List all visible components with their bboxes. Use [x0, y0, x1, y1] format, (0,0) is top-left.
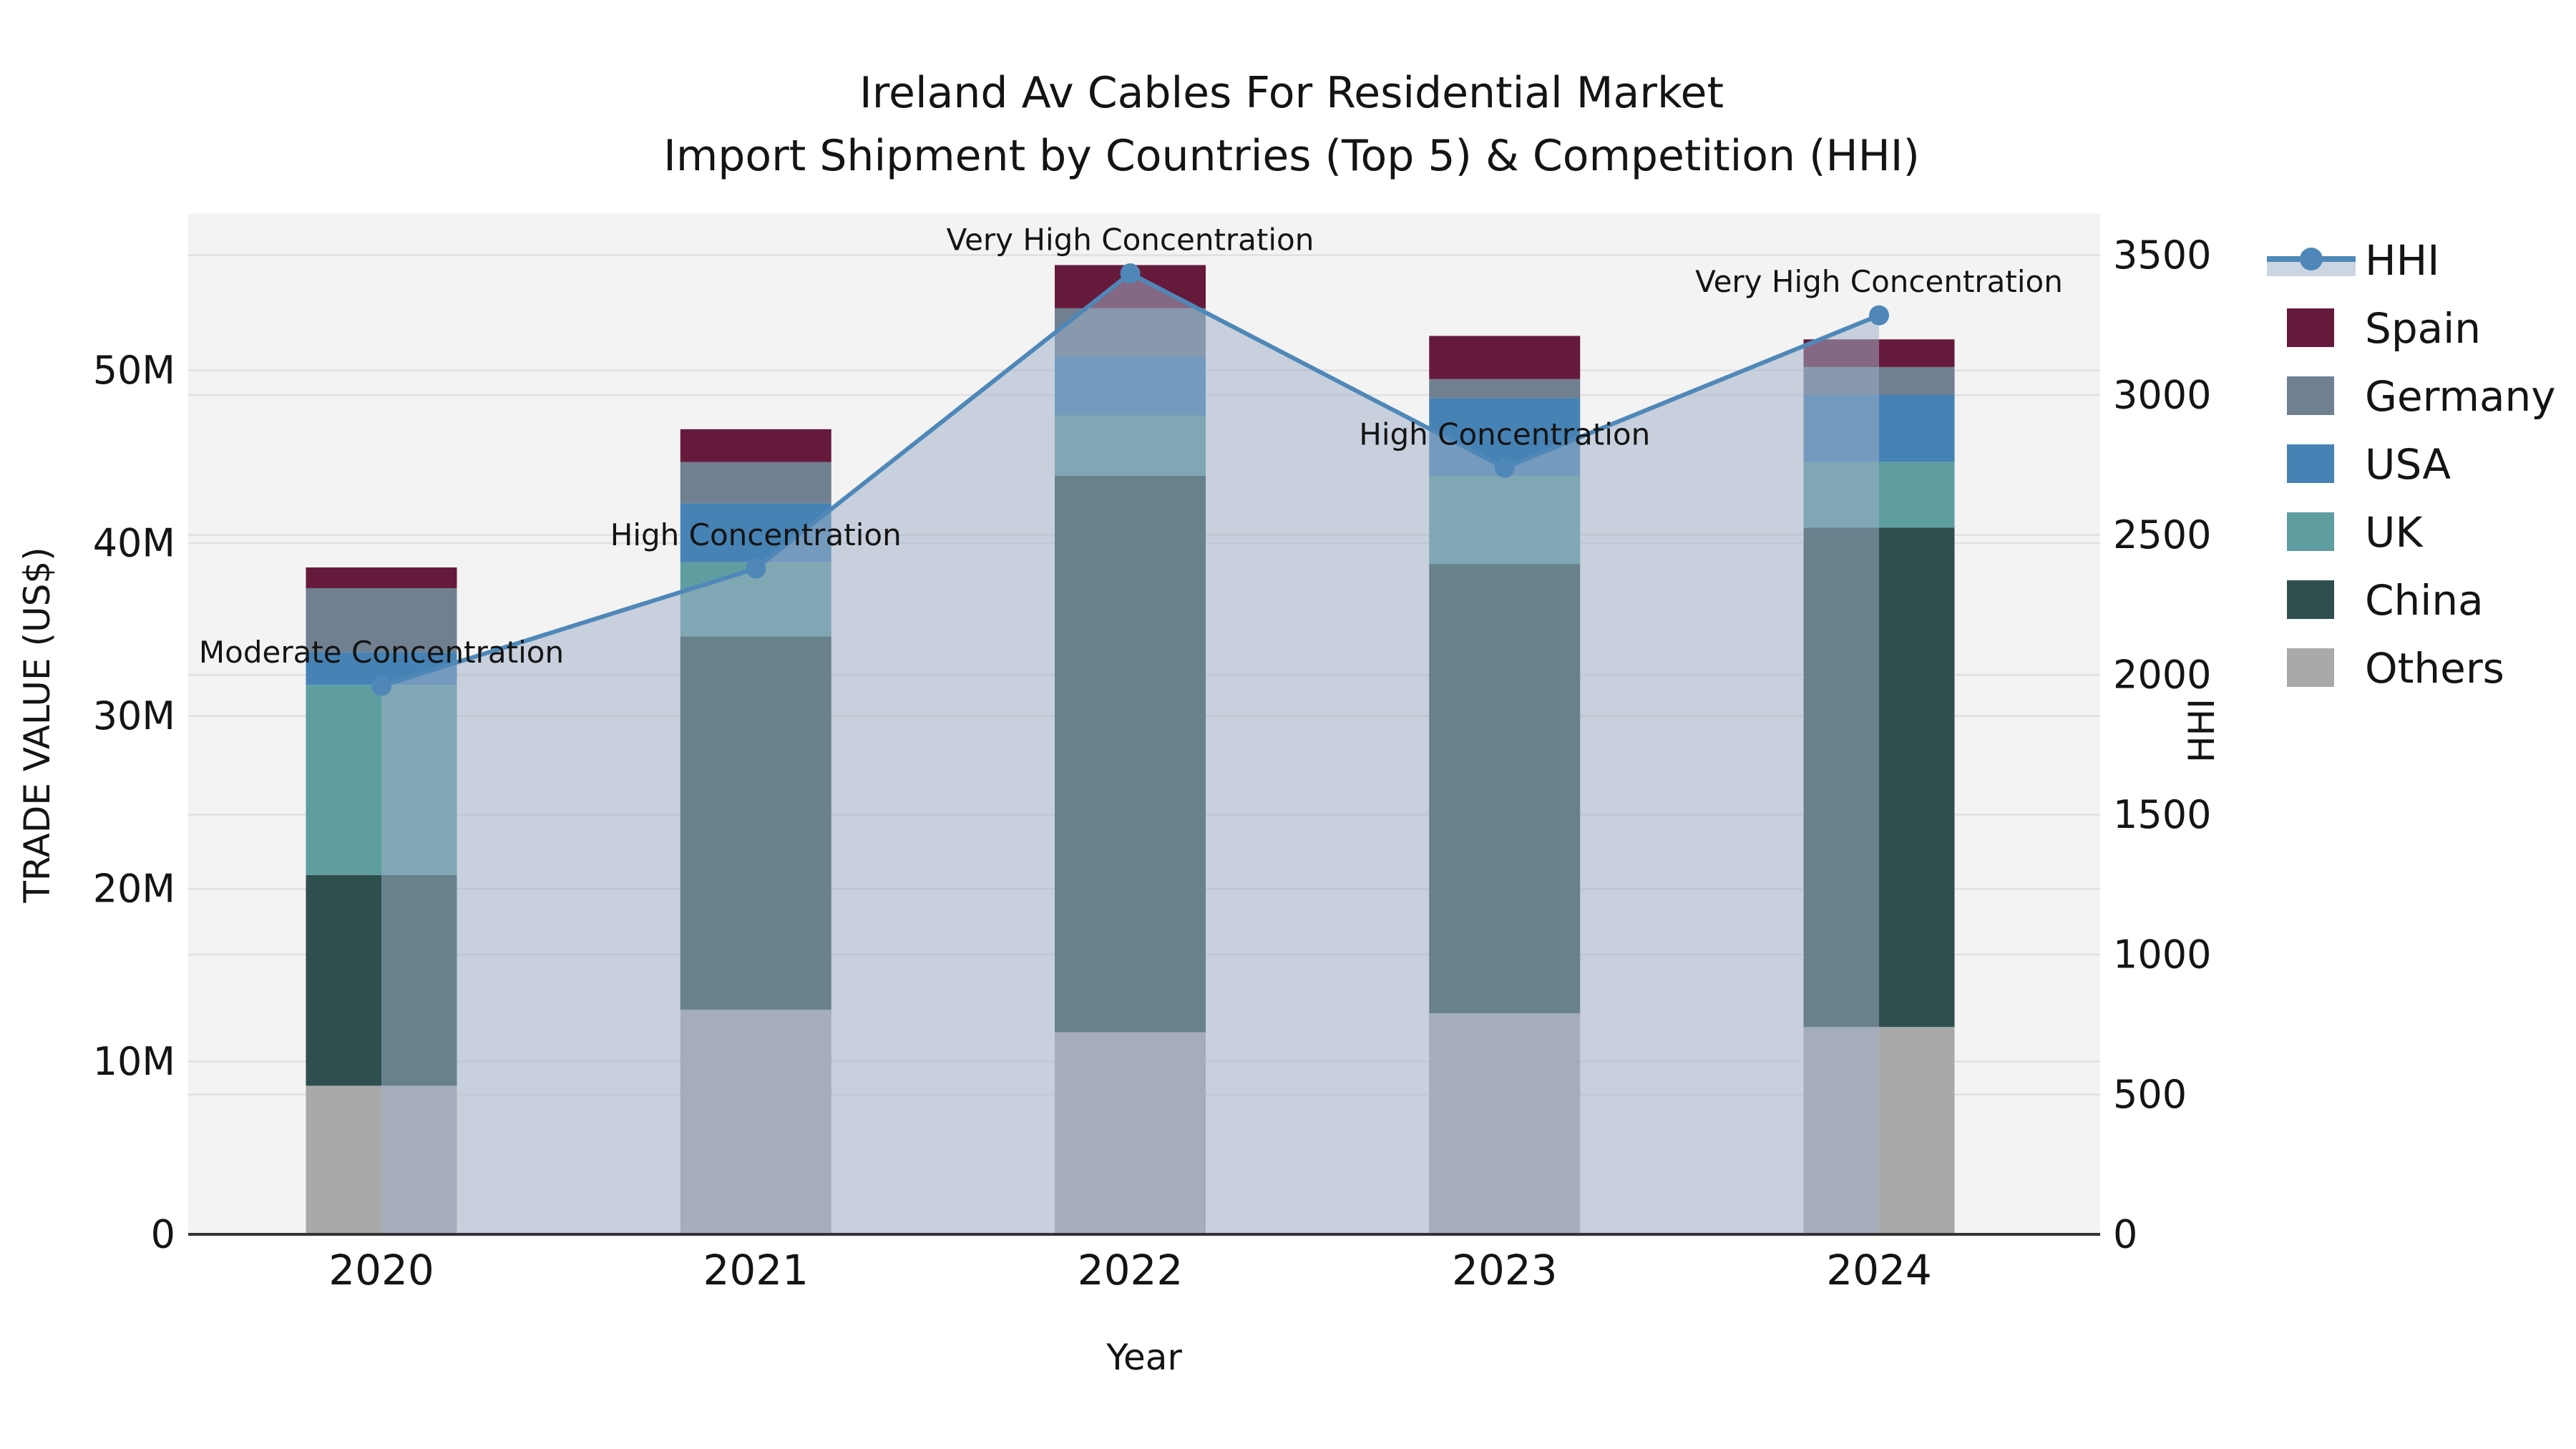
y-axis-left-ticks: 0 10M 20M 30M 40M 50M [93, 348, 175, 1257]
legend-swatch-usa [2287, 444, 2334, 483]
x-axis-ticks: 2020 2021 2022 2023 2024 [328, 1246, 1932, 1294]
legend-label-spain: Spain [2365, 304, 2481, 353]
bar-segment-spain-2020 [306, 567, 457, 588]
x-axis-label: Year [1106, 1337, 1182, 1378]
x-tick-2022: 2022 [1078, 1246, 1184, 1294]
legend-swatch-spain [2287, 308, 2334, 347]
legend-label-china: China [2365, 576, 2484, 625]
legend-swatch-uk [2287, 512, 2334, 551]
legend-label-germany: Germany [2365, 372, 2556, 421]
y-right-tick-3500: 3500 [2113, 233, 2211, 278]
hhi-annotations: Moderate Concentration High Concentration… [199, 223, 2063, 670]
legend-swatch-others [2287, 648, 2334, 687]
legend-item-uk: UK [2287, 508, 2424, 557]
annotation-2023: High Concentration [1359, 416, 1650, 452]
hhi-marker-2020 [371, 675, 391, 696]
annotation-2020: Moderate Concentration [199, 635, 564, 670]
legend-label-uk: UK [2365, 508, 2424, 557]
bar-segment-germany-2023 [1429, 379, 1581, 399]
y-axis-left-label: TRADE VALUE (US$) [16, 547, 58, 903]
hhi-area-fill [381, 273, 1879, 1234]
y-right-tick-0: 0 [2113, 1212, 2137, 1257]
y-left-tick-40M: 40M [93, 521, 175, 566]
legend-item-china: China [2287, 576, 2484, 625]
chart-title-line2: Import Shipment by Countries (Top 5) & C… [663, 131, 1920, 181]
hhi-markers [371, 263, 1889, 696]
legend-swatch-germany [2287, 376, 2334, 415]
x-tick-2021: 2021 [703, 1246, 809, 1294]
hhi-marker-2022 [1120, 263, 1141, 284]
annotation-2024: Very High Concentration [1695, 264, 2063, 299]
y-left-tick-0: 0 [151, 1212, 175, 1257]
legend-item-spain: Spain [2287, 304, 2481, 353]
bar-segment-germany-2020 [306, 587, 457, 653]
bar-segment-germany-2021 [680, 462, 831, 504]
x-tick-2020: 2020 [328, 1246, 434, 1294]
y-right-tick-2000: 2000 [2113, 653, 2211, 698]
y-left-tick-20M: 20M [93, 867, 175, 912]
y-right-tick-1000: 1000 [2113, 932, 2211, 977]
bar-segment-spain-2021 [680, 429, 831, 462]
annotation-2021: High Concentration [610, 517, 902, 552]
hhi-marker-2021 [746, 558, 766, 579]
x-tick-2023: 2023 [1452, 1246, 1558, 1294]
legend-item-hhi: HHI [2267, 236, 2439, 285]
y-right-tick-2500: 2500 [2113, 512, 2211, 557]
legend-label-usa: USA [2365, 440, 2451, 489]
legend-label-hhi: HHI [2365, 236, 2439, 285]
y-left-tick-50M: 50M [93, 348, 175, 393]
legend-item-others: Others [2287, 644, 2504, 693]
x-tick-2024: 2024 [1826, 1246, 1932, 1294]
annotation-2022: Very High Concentration [947, 223, 1314, 258]
legend: HHI Spain Germany USA UK China Others [2267, 236, 2556, 693]
legend-label-others: Others [2365, 644, 2504, 693]
y-right-tick-3000: 3000 [2113, 373, 2211, 418]
legend-swatch-china [2287, 580, 2334, 619]
hhi-area-polygon [381, 273, 1879, 1234]
y-axis-right-ticks: 0 500 1000 1500 2000 2500 3000 3500 [2113, 233, 2211, 1257]
legend-item-usa: USA [2287, 440, 2451, 489]
hhi-marker-2024 [1869, 305, 1889, 326]
hhi-marker-2023 [1494, 457, 1515, 478]
y-right-tick-1500: 1500 [2113, 792, 2211, 837]
y-axis-right-label: HHI [2181, 698, 2223, 763]
bar-segment-spain-2023 [1429, 336, 1581, 379]
legend-hhi-marker [2300, 248, 2323, 270]
y-left-tick-30M: 30M [93, 693, 175, 738]
y-left-tick-10M: 10M [93, 1039, 175, 1084]
y-right-tick-500: 500 [2113, 1072, 2187, 1117]
legend-item-germany: Germany [2287, 372, 2556, 421]
chart-title-line1: Ireland Av Cables For Residential Market [859, 68, 1724, 118]
